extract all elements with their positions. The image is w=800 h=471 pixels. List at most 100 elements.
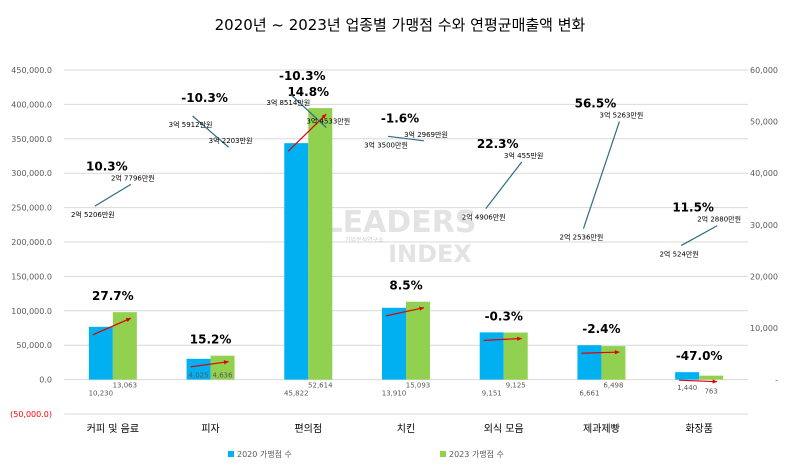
sales-from-label: 2억 4906만원: [462, 213, 506, 222]
category-label: 편의점: [294, 423, 322, 435]
left-tick-label: 350,000.0: [11, 135, 52, 144]
sales-from-label: 2억 5206만원: [71, 210, 115, 219]
right-tick-label: 50,000: [750, 118, 778, 127]
store-change-arrow: [92, 317, 132, 336]
bar-value-label: 6,661: [579, 390, 599, 398]
bar-value-label: 45,822: [284, 390, 309, 398]
bar-value-label: 52,614: [308, 382, 333, 390]
sales-change-pct: -1.6%: [381, 111, 419, 125]
category-label: 외식 모음: [484, 423, 524, 435]
right-tick-label: 30,000: [750, 221, 778, 230]
store-change-arrowhead: [517, 336, 522, 341]
bar-2020: [675, 372, 700, 380]
store-change-arrowhead: [321, 114, 327, 119]
store-change-annotations: 27.7% 15.2% 14.8% 8.5% -0.3% -2.4% -47.0%: [92, 85, 722, 384]
bar-2023: [406, 301, 430, 380]
legend-label: 2023 가맹점 수: [449, 449, 504, 459]
right-tick-label: 60,000: [750, 66, 778, 75]
legend: 2020 가맹점 수 2023 가맹점 수: [228, 449, 504, 459]
sales-from-label: 3억 3500만원: [364, 140, 408, 149]
store-change-arrowhead: [223, 360, 229, 365]
sales-change-pct: 56.5%: [575, 96, 617, 110]
bar-2023: [503, 332, 528, 380]
sales-line: [192, 115, 229, 148]
store-change-pct: 8.5%: [389, 279, 422, 293]
store-change-arrow: [385, 307, 425, 317]
store-change-arrow: [679, 379, 718, 383]
bar-2020: [382, 307, 406, 380]
sales-line: [485, 161, 523, 210]
bar-2020: [186, 358, 211, 380]
sales-change-pct: 11.5%: [672, 201, 714, 215]
store-change-pct: 15.2%: [190, 333, 232, 347]
bar-2020: [88, 326, 113, 380]
sales-line: [582, 121, 620, 229]
bar-value-label: 9,151: [482, 390, 502, 398]
store-change-arrow: [287, 113, 327, 152]
sales-change-pct: 10.3%: [86, 159, 128, 173]
sales-line: [680, 225, 718, 247]
legend-swatch: [228, 451, 234, 457]
bar-2020: [284, 143, 309, 380]
bar-value-label: 15,093: [406, 382, 431, 390]
sales-change-pct: 22.3%: [477, 137, 519, 151]
sales-line: [387, 135, 425, 142]
bar-2023: [601, 346, 626, 380]
category-label: 치킨: [397, 423, 415, 435]
sales-from-label: 2억 524만원: [659, 250, 698, 259]
left-tick-label: 200,000.0: [11, 238, 52, 247]
bar-value-label: 13,910: [382, 390, 407, 398]
sales-to-label: 2억 2880만원: [697, 215, 741, 224]
store-change-pct: -2.4%: [582, 322, 620, 336]
watermark-line2: INDEX: [388, 240, 472, 268]
legend-label: 2020 가맹점 수: [237, 449, 292, 459]
bars: [88, 108, 724, 380]
category-label: 커피 및 음료: [87, 423, 139, 435]
chart-title: 2020년 ~ 2023년 업종별 가맹점 수와 연평균매출액 변화: [215, 16, 586, 34]
bar-2020: [577, 345, 602, 380]
sales-line: [94, 183, 132, 207]
left-tick-label: 150,000.0: [11, 272, 52, 281]
sales-to-label: 3억 2969만원: [404, 130, 448, 139]
store-change-arrowhead: [614, 350, 620, 355]
bar-value-label: 1,440: [677, 384, 697, 392]
bar-value-label: 4,025: [189, 372, 209, 380]
left-tick-label: 0.0: [39, 376, 52, 385]
right-axis: - 10,000 20,000 30,000 40,000 50,000 60,000: [750, 66, 778, 385]
store-change-arrow: [190, 361, 229, 368]
left-axis: (50,000.0) 0.0 50,000.0 100,000.0 150,000.0 2…: [10, 66, 52, 419]
right-tick-label: -: [775, 376, 778, 385]
store-change-arrowhead: [419, 306, 424, 311]
left-tick-label: 300,000.0: [11, 169, 52, 178]
left-tick-label: (50,000.0): [10, 410, 52, 419]
store-change-arrowhead: [125, 318, 131, 322]
sales-change-pct: -10.3%: [181, 91, 228, 105]
sales-to-label: 3억 455만원: [504, 151, 543, 160]
left-tick-label: 250,000.0: [11, 204, 52, 213]
store-change-arrowhead: [712, 379, 718, 384]
sales-to-label: 3억 5263만원: [600, 110, 644, 119]
left-tick-label: 50,000.0: [16, 341, 52, 350]
sales-line: [289, 93, 327, 129]
store-change-pct: 14.8%: [287, 85, 329, 99]
sales-to-label: 3억 4533만원: [306, 117, 350, 126]
right-tick-label: 20,000: [750, 272, 778, 281]
left-tick-label: 400,000.0: [11, 100, 52, 109]
store-change-pct: -0.3%: [485, 309, 523, 323]
store-change-pct: 27.7%: [92, 289, 134, 303]
bar-2023: [112, 312, 137, 380]
bar-value-label: 13,063: [113, 382, 138, 390]
legend-swatch: [440, 451, 446, 457]
category-label: 화장품: [685, 423, 713, 435]
sales-from-label: 3억 5912만원: [169, 120, 213, 129]
category-labels: 커피 및 음료 피자 편의점 치킨 외식 모음 제과제빵 화장품: [87, 423, 713, 435]
bar-value-label: 6,498: [603, 382, 623, 390]
bar-value-label: 763: [704, 388, 717, 396]
right-tick-label: 40,000: [750, 169, 778, 178]
bar-value-label: 4,636: [213, 372, 234, 380]
